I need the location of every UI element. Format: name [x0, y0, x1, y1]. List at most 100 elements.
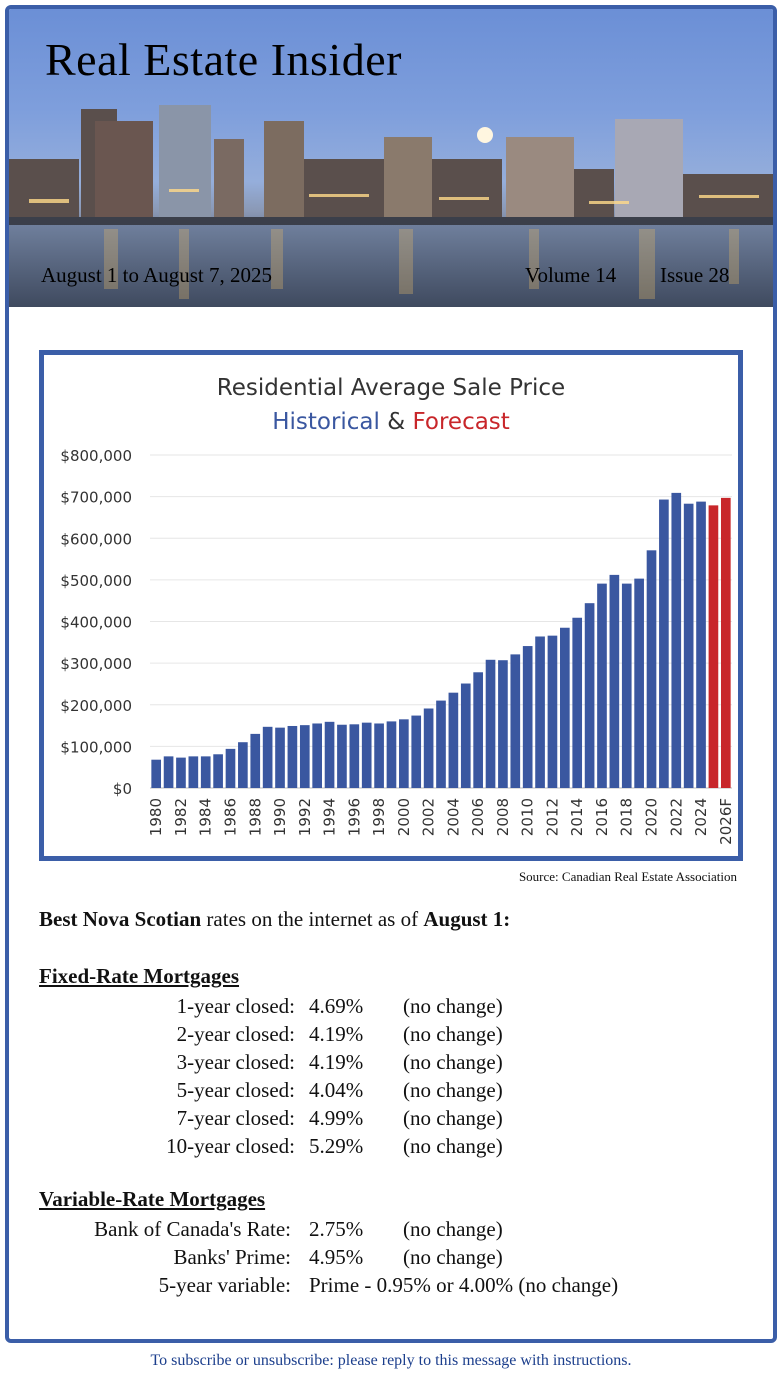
rate-value: 4.99% — [309, 1106, 364, 1130]
rate-row: 2-year closed: 4.19% (no change) — [9, 1022, 773, 1050]
rate-label: 1-year closed: — [176, 994, 295, 1018]
bar-2014 — [572, 617, 583, 788]
bar-2021 — [659, 499, 669, 788]
bar-2008 — [498, 660, 508, 788]
x-tick-label: 2012 — [543, 798, 561, 836]
rates-intro: Best Nova Scotian rates on the internet … — [39, 907, 510, 932]
subtitle-historical: Historical — [272, 409, 380, 435]
rate-change: (no change) — [403, 1134, 503, 1158]
rate-value: 4.69% — [309, 994, 364, 1018]
x-tick-label: 2016 — [593, 798, 611, 836]
rate-row: 3-year closed: 4.19% (no change) — [9, 1050, 773, 1078]
bar-2015 — [584, 603, 595, 788]
x-tick-label: 1988 — [246, 798, 264, 836]
rate-label: 5-year variable: — [158, 1273, 291, 1297]
y-tick-label: $800,000 — [60, 447, 132, 465]
x-tick-label: 1986 — [221, 798, 239, 836]
bar-2011 — [535, 636, 545, 788]
bar-2001 — [411, 715, 422, 788]
date-range: August 1 to August 7, 2025 — [41, 263, 273, 287]
subtitle-forecast: Forecast — [412, 409, 509, 435]
x-tick-label: 1990 — [271, 798, 289, 836]
rate-label: 3-year closed: — [176, 1050, 295, 1074]
y-tick-label: $500,000 — [60, 572, 132, 590]
rate-value: 2.75% — [309, 1217, 364, 1241]
bar-1982 — [176, 757, 186, 788]
x-tick-label: 2022 — [667, 798, 685, 836]
bar-1996 — [349, 724, 360, 788]
rate-row: 5-year variable: Prime - 0.95% or 4.00% (… — [9, 1273, 773, 1301]
rate-row: 1-year closed: 4.69% (no change) — [9, 994, 773, 1022]
x-tick-label: 2004 — [444, 798, 462, 836]
rate-value: Prime - 0.95% or 4.00% (no change) — [309, 1273, 619, 1297]
y-tick-label: $600,000 — [60, 530, 132, 548]
bar-1989 — [262, 726, 273, 788]
bar-2018 — [621, 583, 632, 788]
bar-2009 — [510, 654, 521, 788]
y-tick-label: $700,000 — [60, 489, 132, 507]
bar-2020 — [646, 550, 657, 788]
rate-value: 4.19% — [309, 1022, 364, 1046]
bar-1986 — [225, 748, 236, 788]
rate-change: (no change) — [403, 1078, 503, 1102]
chart-source: Source: Canadian Real Estate Association — [518, 869, 737, 884]
x-tick-label: 2014 — [568, 798, 586, 836]
bar-2006 — [473, 672, 483, 788]
bar-2004 — [448, 692, 459, 788]
bar-1987 — [238, 742, 248, 788]
bar-2010 — [522, 646, 533, 788]
rate-value: 4.19% — [309, 1050, 364, 1074]
x-tick-label: 2020 — [643, 798, 661, 836]
x-tick-label: 2010 — [519, 798, 537, 836]
rate-label: Banks' Prime: — [173, 1245, 291, 1269]
newsletter-frame: Real Estate Insider August 1 to August 7… — [5, 5, 777, 1343]
moon-icon — [477, 127, 493, 143]
issue-label: Issue 28 — [660, 263, 730, 287]
bar-1984 — [200, 756, 211, 788]
bar-2005 — [460, 683, 471, 788]
chart-title: Residential Average Sale Price — [217, 375, 565, 401]
intro-bold-region: Best Nova Scotian — [39, 907, 202, 931]
x-tick-label: 2002 — [420, 798, 438, 836]
variable-rate-heading: Variable-Rate Mortgages — [39, 1187, 266, 1211]
rate-value: 4.04% — [309, 1078, 364, 1102]
x-tick-label: 2006 — [469, 798, 487, 836]
subscribe-footer: To subscribe or unsubscribe: please repl… — [150, 1352, 632, 1369]
rate-label: Bank of Canada's Rate: — [94, 1217, 291, 1241]
rate-value: 5.29% — [309, 1134, 364, 1158]
y-tick-label: $0 — [113, 780, 132, 798]
bar-1985 — [213, 754, 223, 788]
y-tick-label: $100,000 — [60, 738, 132, 756]
bar-2012 — [547, 635, 558, 788]
bar-1990 — [275, 727, 285, 788]
rate-label: 7-year closed: — [176, 1106, 295, 1130]
x-tick-label: 2008 — [494, 798, 512, 836]
x-tick-label: 1996 — [345, 798, 363, 836]
bar-1991 — [287, 725, 298, 788]
x-tick-label: 1984 — [197, 798, 215, 836]
price-chart: Residential Average Sale Price Historica… — [39, 350, 743, 861]
rate-change: (no change) — [403, 1050, 503, 1074]
bar-1988 — [250, 733, 261, 788]
rate-change: (no change) — [403, 994, 503, 1018]
bar-2022 — [671, 492, 682, 788]
x-tick-label: 2024 — [692, 798, 710, 836]
bar-2024 — [696, 501, 706, 788]
bar-2023 — [683, 503, 694, 788]
bar-2025F — [708, 505, 719, 788]
header-banner: Real Estate Insider August 1 to August 7… — [9, 9, 773, 307]
rate-label: 10-year closed: — [166, 1134, 295, 1158]
bar-1983 — [188, 756, 199, 788]
intro-text: rates on the internet as of — [201, 907, 424, 931]
fixed-rate-heading: Fixed-Rate Mortgages — [39, 964, 240, 988]
rate-label: 5-year closed: — [176, 1078, 295, 1102]
bar-1995 — [337, 724, 347, 788]
rate-value: 4.95% — [309, 1245, 364, 1269]
bar-1981 — [163, 756, 174, 788]
rate-change: (no change) — [403, 1245, 503, 1269]
x-tick-label: 1980 — [147, 798, 165, 836]
y-tick-label: $200,000 — [60, 697, 132, 715]
rate-label: 2-year closed: — [176, 1022, 295, 1046]
bar-2007 — [485, 659, 496, 788]
rate-row: 7-year closed: 4.99% (no change) — [9, 1106, 773, 1134]
